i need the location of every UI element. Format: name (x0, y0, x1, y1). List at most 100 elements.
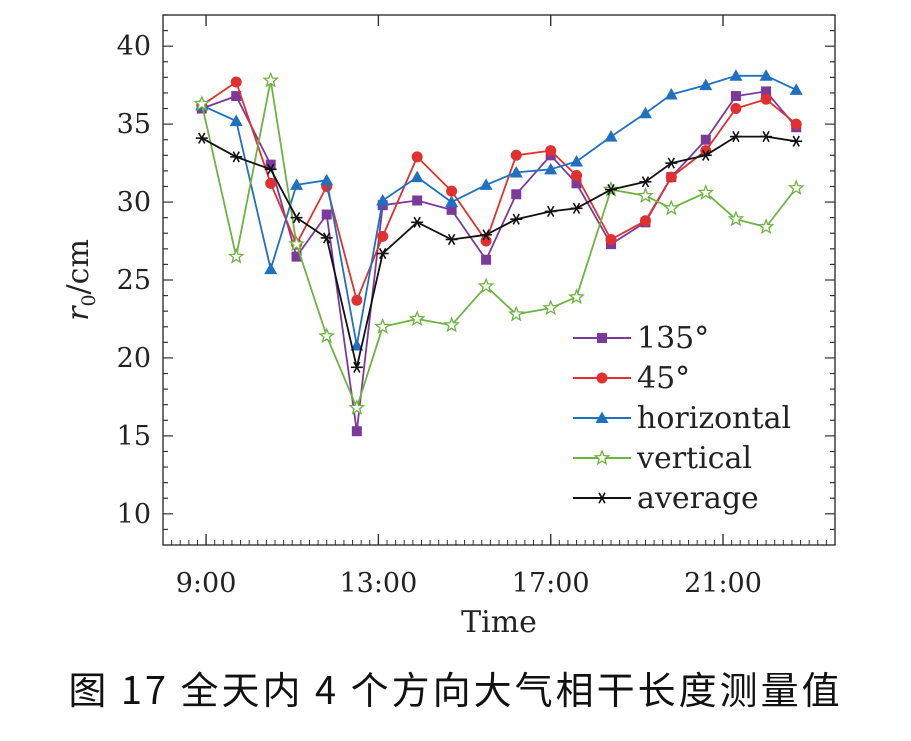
series-135 (196, 86, 802, 437)
data-point-vertical (288, 235, 305, 252)
x-tick-label: 9:00 (176, 568, 237, 599)
y-tick-label: 10 (117, 499, 151, 530)
data-point-horizontal (264, 262, 278, 275)
x-tick-label: 13:00 (339, 568, 417, 599)
legend-item-average: average (573, 481, 759, 516)
data-point-45 (571, 170, 583, 182)
data-series (193, 69, 805, 437)
data-point-vertical (477, 277, 495, 294)
y-axis-label-sub: 0 (78, 294, 100, 306)
data-point-horizontal (320, 173, 334, 186)
data-point-vertical (262, 71, 279, 88)
data-point-horizontal (604, 130, 618, 142)
data-point-average (639, 176, 652, 188)
data-point-45 (730, 103, 742, 115)
data-point-45 (377, 230, 389, 242)
data-point-horizontal (290, 178, 304, 190)
data-point-45 (351, 294, 363, 306)
data-point-45 (665, 171, 677, 183)
data-point-135 (412, 195, 423, 206)
data-point-vertical (227, 247, 245, 264)
data-point-horizontal (229, 114, 243, 126)
data-point-horizontal (445, 195, 459, 208)
data-point-average (510, 213, 523, 225)
data-point-45 (605, 233, 617, 245)
y-tick-label: 25 (117, 265, 151, 296)
y-tick-label: 20 (117, 343, 151, 374)
data-point-average (195, 132, 208, 144)
series-average (195, 130, 803, 373)
legend-marker-135 (597, 333, 607, 343)
data-point-135 (700, 134, 711, 145)
data-point-135 (511, 189, 522, 200)
data-point-vertical (787, 179, 805, 196)
data-point-135 (446, 204, 457, 215)
legend-marker-average (596, 492, 608, 504)
series-line-average (201, 135, 797, 369)
axis-ticks (162, 14, 836, 545)
data-point-average (264, 163, 277, 175)
chart-figure: 10 15 20 25 30 35 40 9:00 13:00 17:00 21:00 135° 45… (61, 14, 836, 640)
data-point-vertical (507, 305, 525, 322)
x-axis-label: Time (461, 605, 537, 640)
data-point-average (544, 205, 557, 218)
data-point-vertical (697, 183, 715, 200)
data-point-average (376, 247, 389, 260)
y-tick-label: 40 (117, 31, 151, 62)
series-vertical (193, 71, 805, 415)
data-point-horizontal (664, 88, 678, 100)
data-point-45 (480, 235, 492, 247)
data-point-45 (411, 151, 423, 163)
data-point-horizontal (410, 170, 424, 183)
y-axis-label: r0/cm (61, 239, 100, 321)
data-point-vertical (757, 218, 775, 235)
data-point-vertical (193, 95, 211, 111)
data-point-average (320, 232, 333, 244)
data-point-vertical (662, 199, 680, 216)
data-point-45 (545, 145, 557, 157)
legend-item-horizontal: horizontal (573, 401, 791, 436)
data-point-135 (351, 426, 362, 437)
data-point-average (760, 130, 773, 143)
data-point-horizontal (570, 155, 584, 167)
data-point-average (665, 157, 678, 169)
data-point-horizontal (479, 178, 493, 190)
data-point-45 (230, 76, 242, 88)
data-point-vertical (568, 288, 585, 305)
legend-label-45: 45° (637, 361, 690, 396)
legend-label-average: average (637, 481, 759, 516)
data-point-vertical (408, 310, 426, 327)
data-point-45 (639, 215, 651, 227)
legend-item-vertical: vertical (573, 441, 752, 476)
series-line-vertical (200, 79, 797, 409)
data-point-vertical (637, 186, 654, 203)
data-point-45 (510, 149, 522, 161)
data-point-horizontal (638, 106, 652, 119)
data-point-average (790, 135, 803, 147)
x-tick-label: 21:00 (684, 568, 762, 599)
data-point-horizontal (759, 69, 773, 81)
data-point-135 (265, 159, 276, 170)
y-tick-label: 35 (117, 109, 151, 140)
data-point-average (729, 130, 742, 143)
legend-item-135: 135° (573, 321, 709, 356)
legend-label-vertical: vertical (636, 441, 752, 476)
data-point-45 (790, 118, 802, 130)
data-point-45 (446, 185, 458, 197)
legend-marker-vertical (593, 449, 611, 466)
legend-label-horizontal: horizontal (637, 401, 791, 436)
data-point-vertical (318, 327, 336, 344)
legend-marker-horizontal (595, 411, 609, 423)
data-point-135 (291, 251, 302, 262)
data-point-135 (231, 91, 242, 102)
y-axis-label-unit: /cm (61, 239, 96, 294)
legend-marker-45 (596, 372, 608, 384)
data-point-horizontal (376, 194, 390, 206)
data-point-average (570, 202, 583, 214)
data-point-135 (730, 91, 741, 102)
data-point-135 (321, 209, 332, 220)
series-horizontal (195, 69, 803, 351)
data-point-45 (265, 177, 277, 189)
data-point-horizontal (350, 338, 364, 351)
data-point-average (411, 216, 424, 228)
